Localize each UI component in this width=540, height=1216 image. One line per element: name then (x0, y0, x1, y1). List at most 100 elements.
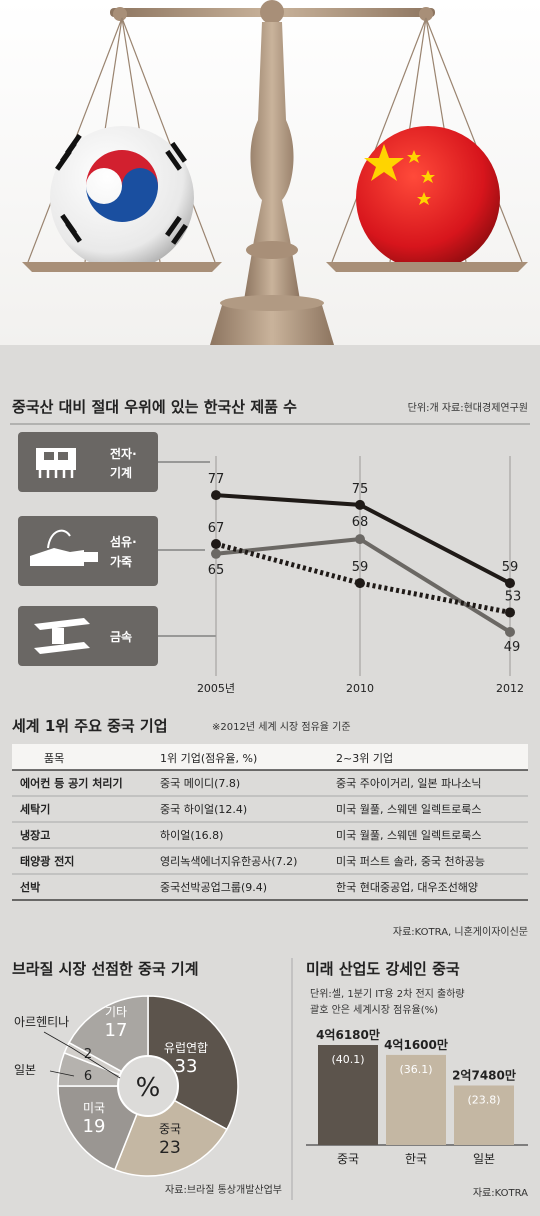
line-plot-area: 2005년 2010 2012 77 75 59 65 68 49 67 59 53 (197, 472, 524, 695)
bar (454, 1085, 514, 1145)
table-cell: 하이얼(16.8) (160, 828, 223, 842)
data-label: 68 (352, 515, 369, 530)
data-label: 59 (502, 560, 519, 575)
table-header-cell: 1위 기업(점유율, %) (160, 752, 257, 765)
category-panel-textile: 섬유· 가죽 (18, 516, 158, 586)
bar-source: 자료:KOTRA (473, 1187, 528, 1199)
pie-slice-label: 중국 (159, 1122, 181, 1136)
data-label: 67 (208, 521, 225, 536)
series-line (215, 541, 511, 615)
line-chart-section: 중국산 대비 절대 우위에 있는 한국산 제품 수 단위:개 자료:현대경제연구… (10, 398, 530, 695)
korea-flag-ball-icon (50, 126, 194, 270)
category-label-electronics-2: 기계 (110, 465, 132, 480)
series-point (355, 499, 365, 510)
bar-value-label: 4억1600만 (384, 1037, 448, 1052)
series-point (211, 548, 221, 559)
bar-note-1: 단위:셀, 1분기 IT용 2차 전지 출하량 (310, 987, 465, 1000)
bar-section: 미래 산업도 강세인 중국 단위:셀, 1분기 IT용 2차 전지 출하량 괄호… (306, 960, 528, 1199)
pie-slice-label: 일본 (14, 1063, 36, 1077)
bar-note-2: 괄호 안은 세계시장 점유율(%) (310, 1004, 438, 1016)
line-chart-title: 중국산 대비 절대 우위에 있는 한국산 제품 수 (12, 398, 297, 416)
category-panel-electronics: 전자· 기계 (18, 432, 158, 492)
x-tick-label: 2010 (346, 682, 374, 695)
left-scale-pan-icon (22, 262, 222, 272)
pie-slice-value: 23 (159, 1138, 181, 1158)
x-tick-label: 2012 (496, 682, 524, 695)
series-point (211, 490, 221, 501)
category-label-electronics-1: 전자· (110, 446, 137, 461)
bar (386, 1054, 446, 1145)
pie-slice-value: 17 (105, 1020, 128, 1041)
pie-center-label: % (136, 1073, 161, 1103)
table-cell: 한국 현대중공업, 대우조선해양 (336, 880, 478, 894)
table-title: 세계 1위 주요 중국 기업 (12, 717, 168, 735)
data-label: 65 (208, 563, 225, 578)
data-label: 59 (352, 560, 369, 575)
bar-category-label: 한국 (405, 1152, 427, 1166)
pie-slice-value: 6 (84, 1069, 92, 1084)
pie-slice-label: 미국 (83, 1101, 105, 1115)
table-cell: 에어컨 등 공기 처리기 (20, 776, 123, 790)
table-header-cell: 품목 (44, 752, 64, 765)
pie-title: 브라질 시장 선점한 중국 기계 (12, 960, 199, 978)
bar-category-label: 일본 (473, 1152, 495, 1166)
table-cell: 냉장고 (20, 828, 50, 842)
line-chart-unit-source: 단위:개 자료:현대경제연구원 (408, 401, 528, 414)
bar-share-label: (40.1) (331, 1053, 364, 1066)
sneaker-icon (30, 529, 98, 566)
series-point (211, 539, 221, 549)
table-cell: 미국 월풀, 스웨덴 일렉트로룩스 (336, 828, 482, 842)
series-point (505, 607, 515, 618)
table-cell: 중국 하이얼(12.4) (160, 802, 247, 816)
pie-slice-value: 19 (83, 1116, 106, 1137)
table-cell: 태양광 전지 (20, 854, 74, 868)
series-point (505, 627, 515, 637)
category-panel-metal: 금속 (18, 606, 158, 666)
bar-value-label: 2억7480만 (452, 1067, 516, 1082)
table-cell: 미국 월풀, 스웨덴 일렉트로룩스 (336, 802, 482, 816)
data-label: 49 (504, 640, 521, 655)
table-cell: 미국 퍼스트 솔라, 중국 천하공능 (336, 854, 485, 868)
china-flag-ball-icon (356, 126, 500, 270)
table-cell: 영리녹색에너지유한공사(7.2) (160, 855, 297, 868)
pie-slice-label: 유럽연합 (164, 1041, 208, 1055)
table-cell: 중국선박공업그룹(9.4) (160, 881, 267, 894)
pie-source: 자료:브라질 통상개발산업부 (165, 1183, 282, 1196)
series-point (355, 578, 365, 589)
bar-share-label: (23.8) (467, 1093, 500, 1106)
bar-value-label: 4억6180만 (316, 1027, 380, 1042)
table-subtitle: ※2012년 세계 시장 점유율 기준 (212, 721, 351, 733)
table-header-cell: 2~3위 기업 (336, 752, 393, 765)
bar-title: 미래 산업도 강세인 중국 (306, 960, 460, 978)
bar (318, 1045, 378, 1145)
balance-scale-illustration (0, 0, 540, 345)
x-tick-label: 2005년 (197, 682, 235, 695)
circuit-chip-icon (36, 448, 76, 478)
table-section: 세계 1위 주요 중국 기업 ※2012년 세계 시장 점유율 기준 품목 1위 … (12, 717, 528, 938)
data-label: 77 (208, 472, 225, 487)
bar-chart: 4억6180만 (40.1) 중국 4억1600만 (36.1) 한국 2억7480만 (23… (306, 1027, 528, 1166)
series-point (505, 578, 515, 589)
table-cell: 선박 (20, 880, 40, 894)
table-cell: 중국 주아이거리, 일본 파나소닉 (336, 776, 482, 790)
category-label-textile-2: 가죽 (110, 554, 132, 569)
bar-share-label: (36.1) (399, 1063, 432, 1076)
pie-slice-label: 아르헨티나 (14, 1015, 69, 1029)
data-label: 53 (505, 589, 522, 604)
series-point (355, 534, 365, 545)
right-scale-pan-icon (326, 262, 528, 272)
pie-slice-value: 33 (175, 1056, 198, 1077)
pie-slice-value: 2 (84, 1047, 92, 1062)
category-label-textile-1: 섬유· (110, 534, 137, 549)
table-source: 자료:KOTRA, 니혼게이자이신문 (393, 925, 528, 938)
table-cell: 중국 메이디(7.8) (160, 777, 240, 790)
category-label-metal: 금속 (110, 630, 132, 644)
pie-slice-label: 기타 (105, 1005, 127, 1019)
table-cell: 세탁기 (20, 802, 50, 816)
data-label: 75 (352, 482, 369, 497)
